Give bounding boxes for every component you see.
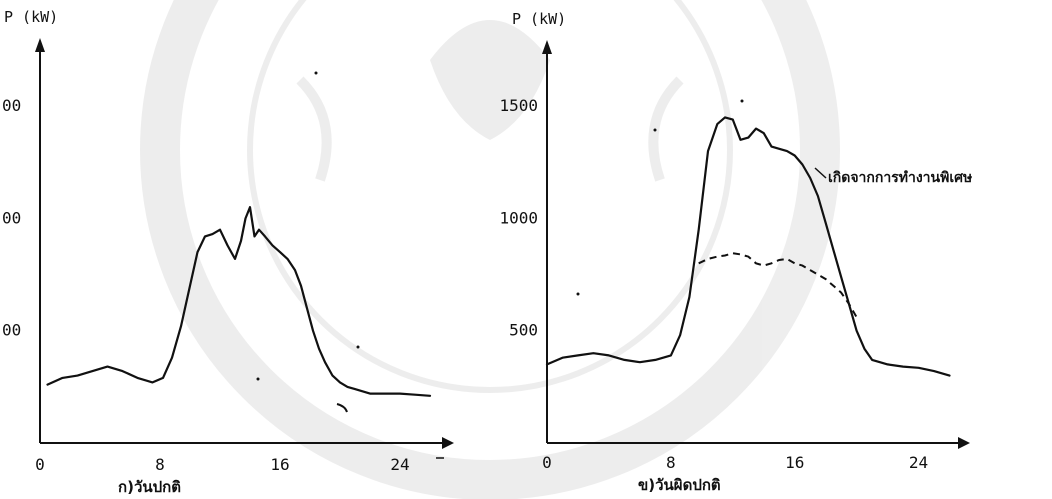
panel-a-caption: ก)วันปกติ [118, 478, 181, 496]
panel-a-y-axis-title: P (kW) [4, 8, 58, 26]
panel-b-x-tick-0: 0 [542, 453, 552, 472]
panel-b-series-line-1-dashed [698, 252, 858, 318]
panel-b-x-tick-1: 8 [666, 453, 676, 472]
panel-a-x-tick-2: 16 [270, 455, 289, 474]
panel-b-y-axis-title: P (kW) [512, 10, 566, 28]
panel-b-series-line-0 [545, 116, 951, 377]
panel-a-y-tick-0: 00 [2, 321, 21, 340]
panel-a-x-tick-0: 0 [35, 455, 45, 474]
panel-a-y-tick-2: 00 [2, 96, 21, 115]
panel-a-x-axis-arrow-icon [442, 437, 454, 449]
chart-panel-normal-day: P (kW) 0 8 16 24 00 00 00 ก)วันปกติ [2, 8, 454, 496]
panel-a-y-axis-arrow-icon [35, 38, 45, 52]
panel-b-caption: ข)วันผิดปกติ [638, 476, 721, 494]
panel-b-y-axis-arrow-icon [542, 40, 552, 54]
chart-panel-abnormal-day: P (kW) 0 8 16 24 500 1000 1500 เกิดจากการทำงา… [499, 10, 972, 494]
panel-b-annotation-leader [814, 167, 827, 179]
panel-a-x-tick-3: 24 [390, 455, 409, 474]
panel-a-series-group [46, 206, 432, 397]
panel-a-y-tick-labels: 00 00 00 [2, 96, 21, 340]
scan-specks [256, 71, 744, 459]
panel-a-x-tick-1: 8 [155, 455, 165, 474]
panel-b-x-tick-labels: 0 8 16 24 [542, 453, 928, 472]
panel-a-x-tick-labels: 0 8 16 24 [35, 455, 409, 474]
panel-a-series-line-0 [46, 206, 432, 397]
panel-b-x-tick-2: 16 [785, 453, 804, 472]
panel-b-x-axis-arrow-icon [958, 437, 970, 449]
panel-b-y-tick-0: 500 [509, 321, 538, 340]
panel-b-y-tick-2: 1500 [499, 96, 538, 115]
panel-b-series-group [545, 116, 951, 377]
watermark-seal-icon [140, 0, 840, 499]
panel-b-annotation: เกิดจากการทำงานพิเศษ [828, 170, 972, 186]
panel-a-y-tick-1: 00 [2, 208, 21, 227]
panel-b-y-tick-1: 1000 [499, 208, 538, 227]
panel-b-y-tick-labels: 500 1000 1500 [499, 96, 538, 340]
panel-b-x-tick-3: 24 [909, 453, 928, 472]
